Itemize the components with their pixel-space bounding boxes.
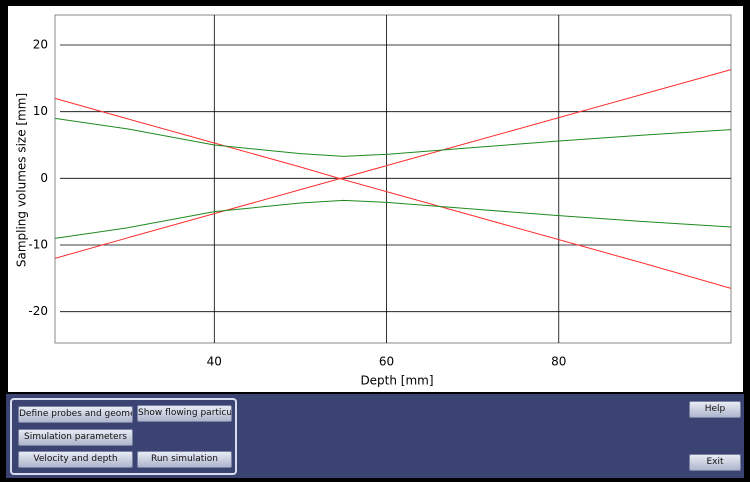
- y-tick-label: -20: [28, 304, 48, 318]
- control-panel: Define probes and geometryShow flowing p…: [6, 394, 744, 478]
- chart-background: [8, 6, 743, 392]
- button[interactable]: Define probes and geometry: [18, 406, 133, 423]
- plot-frame: [54, 14, 732, 344]
- x-tick-label: 60: [379, 355, 394, 369]
- button[interactable]: Run simulation: [137, 451, 232, 468]
- series-line: [54, 117, 732, 157]
- x-tick-label: 40: [207, 355, 222, 369]
- series-line: [54, 199, 732, 239]
- button[interactable]: Help: [689, 401, 741, 418]
- button[interactable]: Exit: [689, 454, 741, 471]
- chart: Depth [mm] Sampling volumes size [mm] -2…: [8, 6, 743, 392]
- y-axis-label: Sampling volumes size [mm]: [15, 93, 29, 267]
- y-tick-label: 0: [40, 171, 48, 185]
- x-axis-label: Depth [mm]: [360, 374, 433, 388]
- series-line: [54, 69, 732, 259]
- button[interactable]: Velocity and depth: [18, 451, 133, 468]
- series-line: [54, 97, 732, 289]
- button-group: Define probes and geometryShow flowing p…: [10, 398, 237, 475]
- y-tick-label: 20: [33, 38, 48, 52]
- y-tick-label: 10: [33, 104, 48, 118]
- x-tick-label: 80: [551, 355, 566, 369]
- button[interactable]: Show flowing particules: [137, 405, 232, 422]
- y-tick-label: -10: [28, 238, 48, 252]
- button[interactable]: Simulation parameters: [18, 429, 133, 446]
